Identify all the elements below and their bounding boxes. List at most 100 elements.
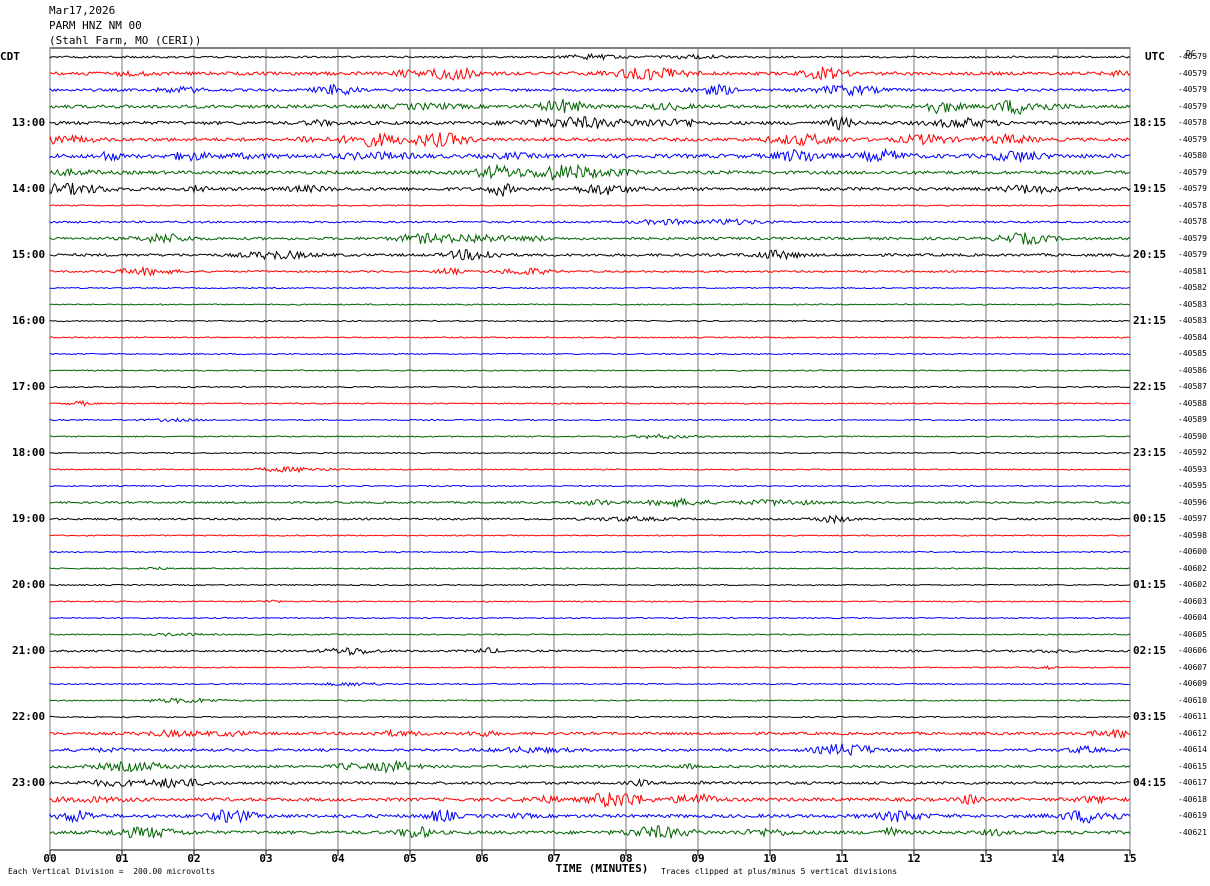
seismic-trace [49, 115, 1131, 131]
dc-header: DC [1186, 49, 1196, 58]
seismic-trace [49, 132, 1131, 149]
seismic-trace [49, 52, 1131, 61]
x-tick-label: 02 [187, 852, 201, 865]
dc-offset-label: -40579 [1178, 85, 1207, 94]
left-time-label: 19:00 [12, 512, 46, 525]
right-time-label: 18:15 [1133, 116, 1167, 129]
header-date: Mar17,2026 [49, 4, 116, 17]
dc-offset-label: -40588 [1178, 398, 1207, 408]
seismic-trace [49, 182, 1131, 197]
dc-offset-label: -40583 [1178, 316, 1207, 325]
left-time-label: 13:00 [12, 116, 46, 129]
x-tick-label: 04 [331, 852, 345, 865]
x-tick-label: 11 [835, 852, 849, 865]
right-time-label: 04:15 [1133, 776, 1167, 789]
seismic-trace [49, 65, 1131, 81]
right-time-label: 21:15 [1133, 314, 1167, 327]
x-tick-label: 10 [763, 852, 777, 865]
dc-offset-label: -40587 [1178, 382, 1207, 391]
dc-offset-label: -40579 [1178, 167, 1207, 177]
left-time-label: 18:00 [12, 446, 46, 459]
x-tick-label: 14 [1051, 852, 1065, 865]
x-tick-label: 13 [979, 852, 993, 865]
seismic-trace [49, 514, 1131, 525]
seismic-trace [49, 566, 1131, 571]
seismic-trace [49, 484, 1131, 488]
seismic-trace [49, 248, 1131, 261]
dc-offset-label: -40596 [1178, 497, 1207, 507]
dc-offset-label: -40606 [1178, 646, 1207, 655]
right-time-label: 03:15 [1133, 710, 1167, 723]
dc-offset-label: -40579 [1178, 233, 1207, 243]
x-tick-label: 12 [907, 852, 921, 865]
x-tick-label: 03 [259, 852, 273, 865]
right-time-label: 20:15 [1133, 248, 1167, 261]
seismic-trace [49, 616, 1131, 620]
seismic-trace [49, 715, 1131, 719]
dc-offset-label: -40598 [1178, 530, 1207, 540]
dc-offset-label: -40603 [1178, 596, 1207, 606]
dc-offset-label: -40579 [1178, 52, 1207, 61]
dc-offset-label: -40604 [1178, 613, 1207, 622]
left-time-label: 22:00 [12, 710, 46, 723]
dc-offset-label: -40592 [1178, 448, 1207, 457]
seismic-trace [49, 265, 1131, 277]
seismic-trace [49, 632, 1131, 637]
seismic-trace [49, 218, 1131, 226]
right-time-label: 23:15 [1133, 446, 1167, 459]
seismic-trace [49, 417, 1131, 423]
right-timezone-label: UTC [1145, 50, 1165, 63]
seismic-trace [49, 303, 1131, 306]
dc-offset-label: -40579 [1178, 184, 1207, 193]
seismic-trace [49, 369, 1131, 372]
seismic-trace [49, 808, 1131, 824]
dc-offset-label: -40579 [1178, 68, 1207, 78]
dc-offset-label: -40578 [1178, 217, 1207, 226]
dc-offset-label: -40581 [1178, 266, 1207, 276]
seismic-trace [49, 497, 1131, 509]
dc-offset-label: -40621 [1178, 827, 1207, 837]
dc-offset-label: -40582 [1178, 283, 1207, 292]
dc-offset-label: -40615 [1178, 761, 1207, 771]
seismic-trace [49, 583, 1131, 587]
x-axis-title: TIME (MINUTES) [555, 862, 649, 875]
seismic-trace [49, 759, 1131, 775]
x-tick-label: 15 [1123, 852, 1137, 865]
dc-offset-label: -40585 [1178, 349, 1207, 358]
dc-offset-label: -40579 [1178, 101, 1207, 111]
seismic-trace [49, 83, 1131, 98]
left-time-label: 23:00 [12, 776, 46, 789]
x-tick-label: 05 [403, 852, 417, 865]
left-time-label: 14:00 [12, 182, 46, 195]
dc-offset-label: -40600 [1178, 547, 1207, 556]
dc-offset-label: -40597 [1178, 514, 1207, 523]
seismic-trace [49, 232, 1131, 246]
plot-frame [49, 47, 1131, 851]
right-time-label: 02:15 [1133, 644, 1167, 657]
dc-offset-label: -40595 [1178, 481, 1207, 490]
dc-offset-label: -40593 [1178, 464, 1207, 474]
footer-scale-note: Each Vertical Division = 200.00 microvol… [8, 867, 216, 876]
dc-offset-label: -40605 [1178, 629, 1207, 639]
seismic-trace [49, 681, 1130, 687]
dc-offset-label: -40618 [1178, 794, 1207, 804]
left-time-label: 17:00 [12, 380, 46, 393]
header-station: PARM HNZ NM 00 [49, 19, 142, 32]
seismic-trace [49, 465, 1131, 474]
seismic-trace [49, 433, 1131, 440]
footer-clip-note: Traces clipped at plus/minus 5 vertical … [661, 867, 898, 876]
dc-offset-label: -40610 [1178, 695, 1207, 705]
dc-offset-label: -40614 [1178, 745, 1207, 754]
seismic-trace [49, 534, 1131, 537]
seismic-trace [49, 451, 1131, 455]
dc-offset-label: -40579 [1178, 134, 1207, 144]
dc-offset-label: -40602 [1178, 563, 1207, 573]
right-time-label: 00:15 [1133, 512, 1167, 525]
dc-offset-label: -40580 [1178, 151, 1207, 160]
left-time-label: 16:00 [12, 314, 46, 327]
left-time-label: 15:00 [12, 248, 46, 261]
dc-offset-label: -40607 [1178, 662, 1207, 672]
dc-offset-label: -40586 [1178, 365, 1207, 375]
dc-offset-label: -40578 [1178, 200, 1207, 210]
